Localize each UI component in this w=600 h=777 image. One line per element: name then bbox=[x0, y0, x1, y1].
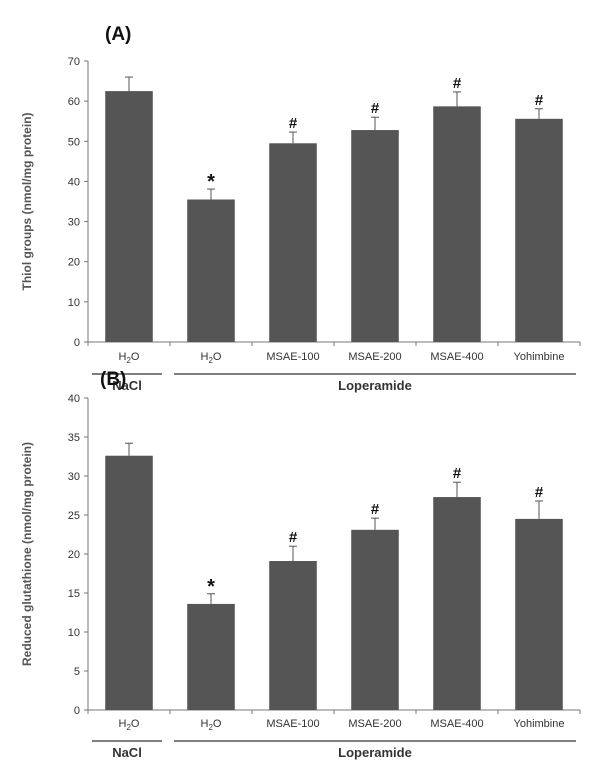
x-tick-label: MSAE-100 bbox=[266, 351, 319, 363]
y-tick-label: 10 bbox=[68, 297, 80, 309]
x-tick-label: H2O bbox=[119, 718, 140, 732]
y-tick-label: 30 bbox=[68, 217, 80, 229]
panel-label: (B) bbox=[100, 369, 126, 390]
x-tick-label: H2O bbox=[201, 718, 222, 732]
y-tick-label: 60 bbox=[68, 96, 80, 108]
chart-panel-a: (A) Thiol groups (nmol/mg protein) 0 10 20 30… bbox=[20, 24, 581, 393]
group-label: Loperamide bbox=[338, 378, 412, 393]
bar bbox=[351, 529, 399, 710]
y-axis-label: Thiol groups (nmol/mg protein) bbox=[20, 113, 34, 291]
significance-marker: * bbox=[207, 171, 215, 193]
significance-marker: * bbox=[207, 576, 215, 598]
y-tick-label: 5 bbox=[74, 666, 80, 678]
bar bbox=[269, 561, 317, 710]
bar bbox=[351, 130, 399, 342]
significance-marker: # bbox=[535, 92, 544, 109]
x-tick-label: MSAE-400 bbox=[430, 718, 483, 730]
x-tick-label: Yohimbine bbox=[514, 351, 565, 363]
significance-marker: # bbox=[289, 529, 298, 546]
bar bbox=[433, 497, 481, 710]
group-label: NaCl bbox=[112, 378, 142, 393]
x-tick-label: MSAE-100 bbox=[266, 718, 319, 730]
y-tick-label: 35 bbox=[68, 432, 80, 444]
bar bbox=[515, 518, 563, 710]
significance-marker: # bbox=[371, 501, 380, 518]
y-tick-label: 50 bbox=[68, 136, 80, 148]
y-tick-label: 0 bbox=[74, 705, 80, 717]
y-tick-label: 70 bbox=[68, 56, 80, 68]
group-label: NaCl bbox=[112, 745, 142, 760]
y-tick-label: 40 bbox=[68, 393, 80, 405]
bar bbox=[187, 199, 235, 342]
group-label: Loperamide bbox=[338, 745, 412, 760]
significance-marker: # bbox=[453, 465, 462, 482]
panel-label: (A) bbox=[105, 24, 131, 45]
x-tick-label: H2O bbox=[201, 351, 222, 365]
y-tick-label: 20 bbox=[68, 549, 80, 561]
significance-marker: # bbox=[371, 100, 380, 117]
x-tick-label: Yohimbine bbox=[514, 718, 565, 730]
y-tick-label: 0 bbox=[74, 337, 80, 349]
y-tick-label: 20 bbox=[68, 257, 80, 269]
y-tick-label: 40 bbox=[68, 176, 80, 188]
y-tick-label: 25 bbox=[68, 510, 80, 522]
bar bbox=[515, 118, 563, 342]
x-tick-label: MSAE-200 bbox=[348, 351, 401, 363]
y-axis-label: Reduced glutathione (nmol/mg protein) bbox=[20, 442, 34, 666]
significance-marker: # bbox=[535, 484, 544, 501]
bar bbox=[187, 603, 235, 710]
bar bbox=[269, 143, 317, 342]
x-tick-label: H2O bbox=[119, 351, 140, 365]
y-tick-label: 30 bbox=[68, 471, 80, 483]
bar bbox=[433, 106, 481, 343]
x-tick-label: MSAE-400 bbox=[430, 351, 483, 363]
bar bbox=[105, 455, 153, 710]
x-tick-label: MSAE-200 bbox=[348, 718, 401, 730]
y-tick-label: 10 bbox=[68, 627, 80, 639]
y-tick-label: 15 bbox=[68, 588, 80, 600]
chart-panel-b: (B) Reduced glutathione (nmol/mg protein)… bbox=[20, 369, 581, 760]
bar bbox=[105, 91, 153, 342]
significance-marker: # bbox=[453, 75, 462, 92]
significance-marker: # bbox=[289, 115, 298, 132]
